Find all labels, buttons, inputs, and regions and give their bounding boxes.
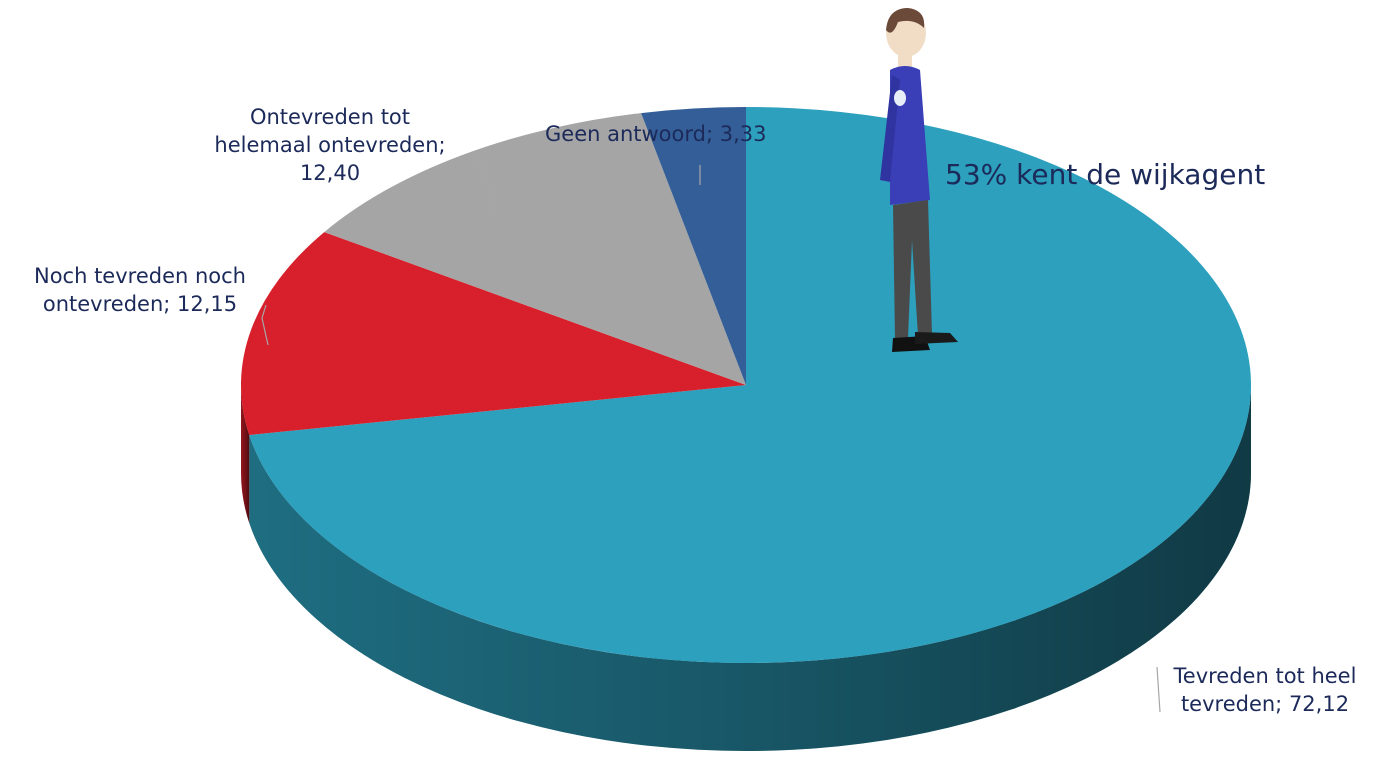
pie-slice	[641, 107, 746, 385]
pie-tops	[241, 107, 1251, 663]
data-label: Noch tevreden noch ontevreden; 12,15	[5, 262, 275, 318]
data-label: Tevreden tot heel tevreden; 72,12	[1150, 662, 1380, 718]
annotation: 53% kent de wijkagent	[945, 158, 1266, 191]
value-label: 12,40	[299, 161, 361, 185]
data-label: Ontevreden tot helemaal ontevreden; 12,4…	[200, 103, 460, 187]
leader-line	[470, 159, 493, 216]
pie-slice	[249, 107, 1251, 663]
value-label: 12,15	[177, 292, 238, 316]
leader-line	[1156, 666, 1161, 713]
pie-side-shade	[249, 385, 1251, 751]
value-label: 72,12	[1288, 692, 1350, 716]
category-label: Geen antwoord;	[545, 122, 714, 146]
category-label: Ontevreden tot helemaal ontevreden;	[214, 105, 446, 157]
leader-lines	[261, 159, 1161, 713]
data-label: Geen antwoord; 3,33	[545, 120, 767, 148]
pie-sides	[241, 385, 1251, 751]
value-label: 3,33	[719, 122, 767, 146]
leader-line	[261, 304, 269, 346]
pie-side-shade	[241, 385, 250, 524]
person-figure	[880, 8, 958, 352]
category-label: Noch tevreden noch ontevreden;	[33, 264, 246, 316]
pie-slice	[324, 113, 746, 385]
category-label: Tevreden tot heel tevreden;	[1173, 664, 1357, 716]
pie-slice	[241, 232, 746, 436]
